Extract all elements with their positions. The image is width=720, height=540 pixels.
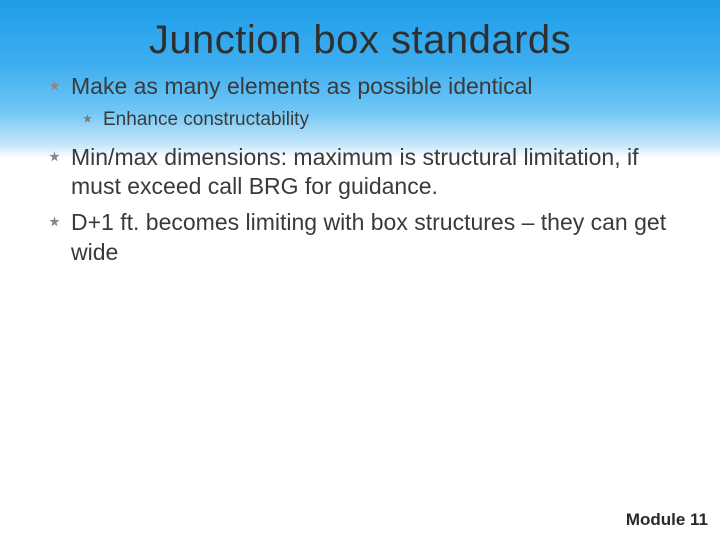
bullet-text: D+1 ft. becomes limiting with box struct… (71, 208, 680, 268)
list-item: Min/max dimensions: maximum is structura… (48, 143, 680, 203)
star-bullet-icon (48, 150, 61, 163)
slide-title: Junction box standards (0, 18, 720, 63)
module-label: Module 11 (626, 510, 708, 530)
star-bullet-icon (82, 113, 93, 124)
star-bullet-icon (48, 79, 61, 92)
list-item: Make as many elements as possible identi… (48, 72, 680, 102)
list-item: Enhance constructability (82, 108, 680, 133)
bullet-text: Make as many elements as possible identi… (71, 72, 533, 102)
bullet-text: Enhance constructability (103, 108, 309, 133)
star-bullet-icon (48, 215, 61, 228)
list-item: D+1 ft. becomes limiting with box struct… (48, 208, 680, 268)
bullet-text: Min/max dimensions: maximum is structura… (71, 143, 680, 203)
slide-content: Make as many elements as possible identi… (48, 72, 680, 274)
